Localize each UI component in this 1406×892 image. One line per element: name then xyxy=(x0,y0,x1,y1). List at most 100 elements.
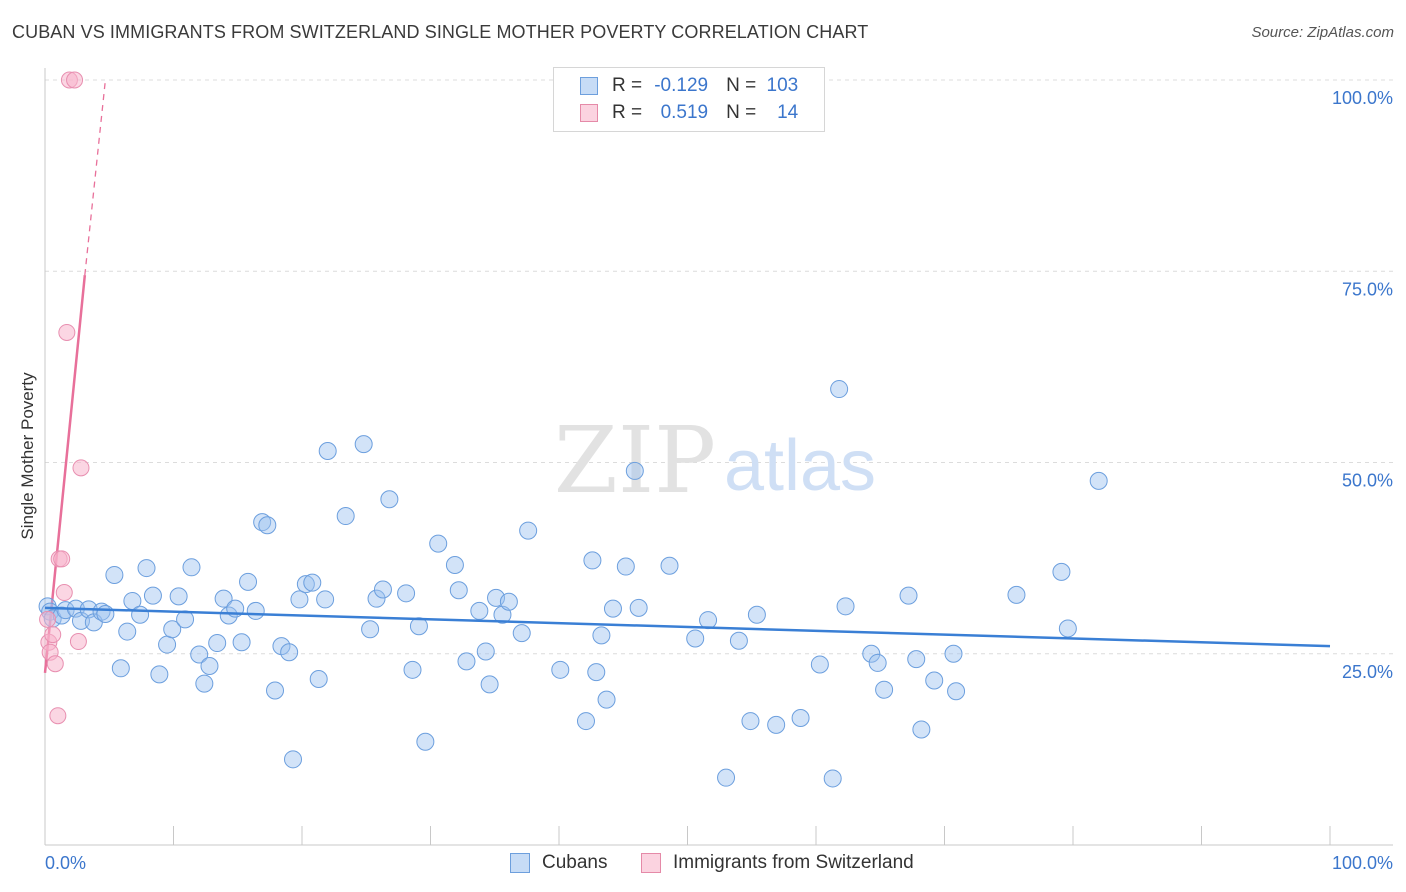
cuban-point xyxy=(232,633,251,652)
cuban-point xyxy=(944,644,963,663)
cuban-point xyxy=(111,659,130,678)
cuban-point xyxy=(214,589,233,608)
cuban-point xyxy=(380,490,399,509)
cuban-point xyxy=(219,606,238,625)
swiss-point xyxy=(49,707,67,725)
cuban-point xyxy=(96,604,115,623)
cuban-point xyxy=(1052,562,1071,581)
legend-row-cubans: R = -0.129 N = 103 xyxy=(580,73,798,99)
cuban-point xyxy=(583,551,602,570)
legend-n-value: 103 xyxy=(766,75,799,96)
cuban-point xyxy=(925,671,944,690)
legend-item-swiss: Immigrants from Switzerland xyxy=(641,852,914,874)
cuban-point xyxy=(747,605,766,624)
legend-r-label: R = xyxy=(612,75,643,96)
legend-swatch-swiss xyxy=(580,104,598,122)
cubans-points xyxy=(38,380,1108,788)
cuban-point xyxy=(512,624,531,643)
cuban-point xyxy=(587,663,606,682)
swiss-point xyxy=(66,71,84,89)
cuban-point xyxy=(551,660,570,679)
cuban-point xyxy=(303,573,322,592)
legend-r-label: R = xyxy=(612,102,643,123)
cuban-point xyxy=(875,680,894,699)
watermark-zip: ZIP xyxy=(554,407,716,514)
cuban-point xyxy=(470,601,489,620)
cuban-point xyxy=(686,629,705,648)
cuban-point xyxy=(912,720,931,739)
cuban-point xyxy=(105,565,124,584)
tick-labels: 25.0% 50.0% 75.0% 100.0% 0.0% 100.0% xyxy=(45,88,1393,873)
cuban-point xyxy=(493,605,512,624)
cuban-point xyxy=(823,769,842,788)
cuban-point xyxy=(208,634,227,653)
cuban-point xyxy=(603,599,622,618)
cuban-point xyxy=(791,709,810,728)
cuban-point xyxy=(182,558,201,577)
swiss-point xyxy=(58,323,76,341)
cuban-point xyxy=(445,556,464,575)
cuban-point xyxy=(476,642,495,661)
swiss-trend-dashed xyxy=(84,79,107,276)
legend-swatch-swiss xyxy=(641,853,661,873)
cubans-trendline xyxy=(44,606,1331,648)
cuban-point xyxy=(499,592,518,611)
watermark: ZIP atlas xyxy=(554,407,876,514)
chart-title: CUBAN VS IMMIGRANTS FROM SWITZERLAND SIN… xyxy=(12,22,869,42)
legend-n-value: 14 xyxy=(777,102,799,123)
cuban-point xyxy=(729,631,748,650)
cuban-point xyxy=(367,589,386,608)
cuban-point xyxy=(354,435,373,454)
cuban-point xyxy=(253,513,272,532)
cuban-point xyxy=(316,590,335,609)
cuban-point xyxy=(416,732,435,751)
legend-item-cubans: Cubans xyxy=(510,852,608,874)
cuban-point xyxy=(862,644,881,663)
cuban-point xyxy=(200,656,219,675)
cuban-point xyxy=(403,660,422,679)
cuban-point xyxy=(1089,471,1108,490)
cuban-point xyxy=(907,650,926,669)
cuban-point xyxy=(397,584,416,603)
cuban-point xyxy=(616,557,635,576)
cuban-point xyxy=(195,674,214,693)
swiss-point xyxy=(44,626,62,644)
legend-r-value: 0.519 xyxy=(660,102,709,123)
cuban-point xyxy=(741,712,760,731)
cuban-point xyxy=(717,768,736,787)
x-tick-label: 0.0% xyxy=(45,853,86,873)
cuban-point xyxy=(158,635,177,654)
cuban-point xyxy=(336,507,355,526)
cuban-point xyxy=(457,652,476,671)
swiss-point xyxy=(72,459,90,477)
cuban-point xyxy=(258,516,277,535)
axes xyxy=(44,68,1393,846)
source-label: Source: ZipAtlas.com xyxy=(1251,24,1394,41)
cuban-point xyxy=(519,521,538,540)
legend-label-cubans: Cubans xyxy=(542,852,608,873)
swiss-point xyxy=(69,633,87,651)
cuban-point xyxy=(239,572,258,591)
cuban-point xyxy=(868,653,887,672)
correlation-legend: R = -0.129 N = 103 R = 0.519 N = 14 xyxy=(553,67,825,132)
cuban-point xyxy=(1058,619,1077,638)
cuban-point xyxy=(597,690,616,709)
cuban-point xyxy=(137,559,156,578)
cuban-point xyxy=(429,534,448,553)
cuban-point xyxy=(118,622,137,641)
cuban-point xyxy=(169,587,188,606)
y-tick-label: 50.0% xyxy=(1342,471,1393,491)
swiss-trendline xyxy=(43,79,107,673)
y-tick-label: 75.0% xyxy=(1342,279,1393,299)
swiss-points xyxy=(39,71,90,725)
legend-swatch-cubans xyxy=(510,853,530,873)
swiss-point xyxy=(53,550,71,568)
cuban-point xyxy=(449,581,468,600)
x-tick-label: 100.0% xyxy=(1332,853,1393,873)
cuban-point xyxy=(131,605,150,624)
cuban-point xyxy=(190,645,209,664)
cuban-point xyxy=(373,580,392,599)
cuban-point xyxy=(143,586,162,605)
legend-label-swiss: Immigrants from Switzerland xyxy=(673,852,914,873)
cuban-point xyxy=(899,586,918,605)
